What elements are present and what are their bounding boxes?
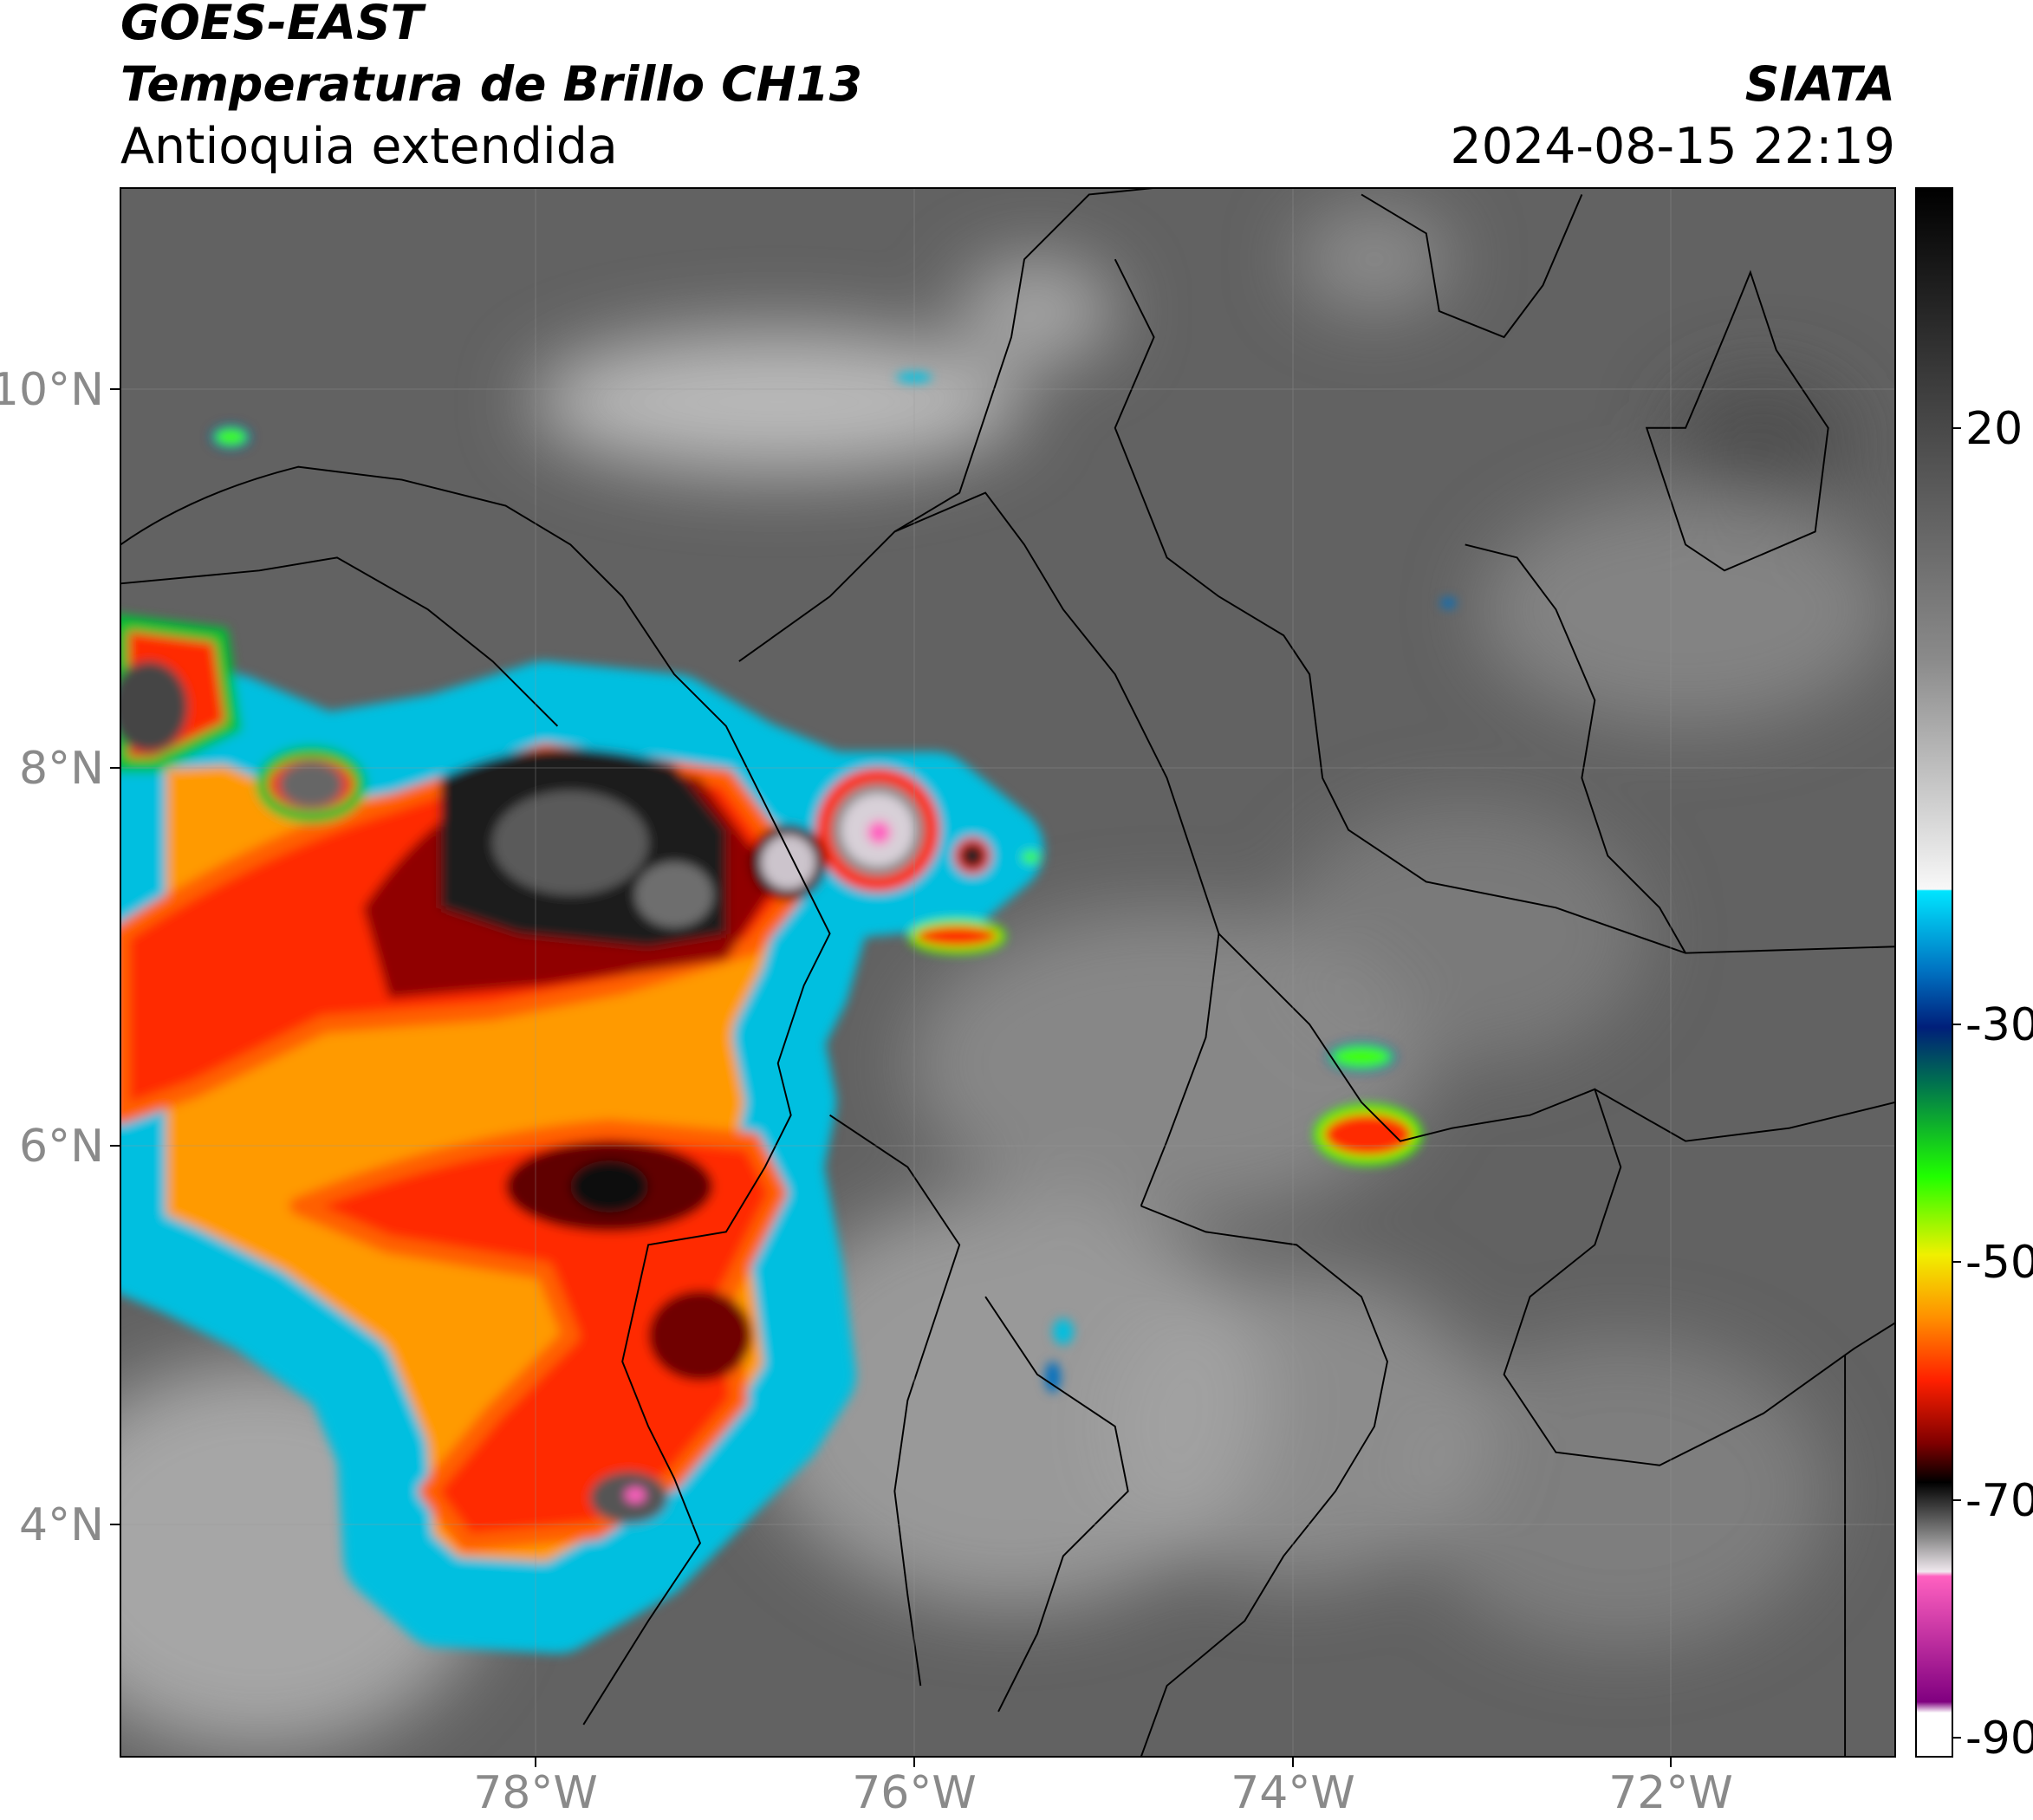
lat-label: 10°N	[0, 364, 104, 416]
lon-label: 76°W	[852, 1767, 977, 1819]
borders	[120, 188, 1895, 1757]
title: GOES-EAST	[120, 0, 427, 50]
lat-label: 8°N	[19, 743, 104, 795]
timestamp: 2024-08-15 22:19	[1450, 118, 1895, 175]
colorbar-label: -90	[1965, 1713, 2033, 1765]
subtitle: Temperatura de Brillo CH13	[120, 56, 862, 112]
colorbar-label: 20	[1965, 403, 2023, 455]
colorbar-ticks	[1952, 427, 1961, 1739]
source: SIATA	[1745, 56, 1895, 112]
lon-label: 74°W	[1231, 1767, 1355, 1819]
lon-label: 78°W	[473, 1767, 598, 1819]
colorbar-label: -30	[1965, 999, 2033, 1051]
lat-label: 4°N	[19, 1499, 104, 1551]
lat-label: 6°N	[19, 1121, 104, 1173]
map-ticks	[110, 388, 1672, 1767]
lon-label: 72°W	[1608, 1767, 1733, 1819]
region: Antioquia extendida	[120, 118, 618, 175]
graticule	[120, 188, 1895, 1757]
map-frame	[120, 187, 1896, 1758]
colorbar-label: -50	[1965, 1237, 2033, 1289]
satellite-image	[120, 188, 1895, 1757]
colorbar	[1915, 187, 1953, 1758]
colorbar-label: -70	[1965, 1475, 2033, 1527]
